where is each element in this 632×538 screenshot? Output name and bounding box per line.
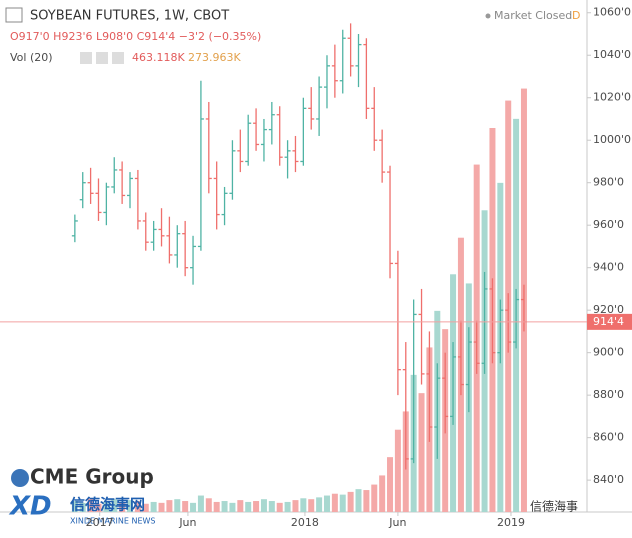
status-dot: [485, 13, 491, 19]
volume-bar: [418, 393, 425, 512]
close-button[interactable]: [112, 52, 124, 64]
source-cn: 信德海事网: [70, 496, 145, 514]
volume-bar: [197, 495, 204, 512]
ohlc-legend: O917'0 H923'6 L908'0 C914'4 −3'2 (−0.35%…: [10, 30, 261, 43]
cme-logo: [11, 469, 29, 487]
volume-bar: [95, 503, 102, 512]
y-tick-label: 1000'0: [593, 133, 631, 146]
last-price-box: [587, 313, 632, 330]
volume-bar: [103, 501, 110, 512]
x-tick-label: 2018: [291, 516, 319, 529]
volume-bar: [260, 499, 267, 512]
y-tick-label: 1040'0: [593, 48, 631, 61]
volume-bar: [363, 490, 370, 512]
volume-label: Vol (20): [10, 51, 53, 64]
cme-watermark: CME Group: [30, 465, 154, 489]
source-en: XINDE MARINE NEWS: [70, 517, 155, 526]
volume-bar: [213, 501, 220, 512]
last-price-label: 914'4: [593, 315, 624, 328]
volume-bar: [387, 457, 394, 512]
y-tick-label: 920'0: [593, 303, 624, 316]
volume-bar: [229, 502, 236, 512]
y-tick-label: 1020'0: [593, 91, 631, 104]
volume-bar: [355, 489, 362, 512]
volume-bar: [166, 500, 173, 512]
volume-bar: [379, 475, 386, 512]
eye-button[interactable]: [80, 52, 92, 64]
volume-bar: [331, 493, 338, 512]
volume-bar: [276, 502, 283, 512]
status-badge: D: [572, 9, 580, 22]
volume-bar: [79, 502, 86, 512]
xd-logo: XD: [8, 492, 52, 522]
volume-bar: [339, 494, 346, 512]
plot: [71, 23, 527, 513]
volume-bar: [237, 500, 244, 512]
volume-bar: [119, 502, 126, 512]
volume-bar: [111, 499, 118, 512]
volume-ma: 273.963K: [188, 51, 241, 64]
volume-bar: [127, 500, 134, 512]
x-tick-label: 2019: [497, 516, 525, 529]
volume-bar: [134, 501, 141, 512]
volume-bar: [142, 503, 149, 512]
volume-bar: [371, 484, 378, 512]
symbol-icon: [5, 7, 23, 23]
volume-bar: [292, 500, 299, 512]
y-tick-label: 940'0: [593, 261, 624, 274]
volume-bar: [308, 499, 315, 512]
volume-bar: [205, 498, 212, 512]
volume-bar: [158, 502, 165, 512]
market-status: Market Closed: [494, 9, 572, 22]
y-tick-label: 1060'0: [593, 6, 631, 19]
volume-bar: [268, 501, 275, 512]
x-tick-label: Jun: [178, 516, 196, 529]
volume-bar: [394, 429, 401, 512]
volume-bar: [323, 495, 330, 512]
x-tick-label: 2017: [86, 516, 114, 529]
volume-bar: [316, 497, 323, 512]
y-tick-label: 880'0: [593, 388, 624, 401]
y-tick-label: 980'0: [593, 176, 624, 189]
chart-title: SOYBEAN FUTURES, 1W, CBOT: [30, 9, 229, 24]
y-tick-label: 860'0: [593, 431, 624, 444]
volume-bar: [284, 501, 291, 512]
volume-bar: [71, 501, 78, 512]
y-tick-label: 900'0: [593, 346, 624, 359]
volume-bar: [150, 501, 157, 512]
volume-bar: [221, 501, 228, 512]
volume-bar: [190, 502, 197, 512]
volume-bar: [182, 501, 189, 512]
y-tick-label: 840'0: [593, 473, 624, 486]
y-tick-label: 960'0: [593, 218, 624, 231]
volume-bar: [174, 499, 181, 512]
source-wechat: 信德海事: [530, 499, 578, 514]
volume-bar: [253, 501, 260, 512]
volume-bar: [87, 498, 94, 512]
x-tick-label: Jun: [388, 516, 406, 529]
volume-bar: [300, 498, 307, 512]
volume-value: 463.118K: [132, 51, 185, 64]
settings-button[interactable]: [96, 52, 108, 64]
volume-bar: [347, 491, 354, 512]
volume-bar: [245, 501, 252, 512]
